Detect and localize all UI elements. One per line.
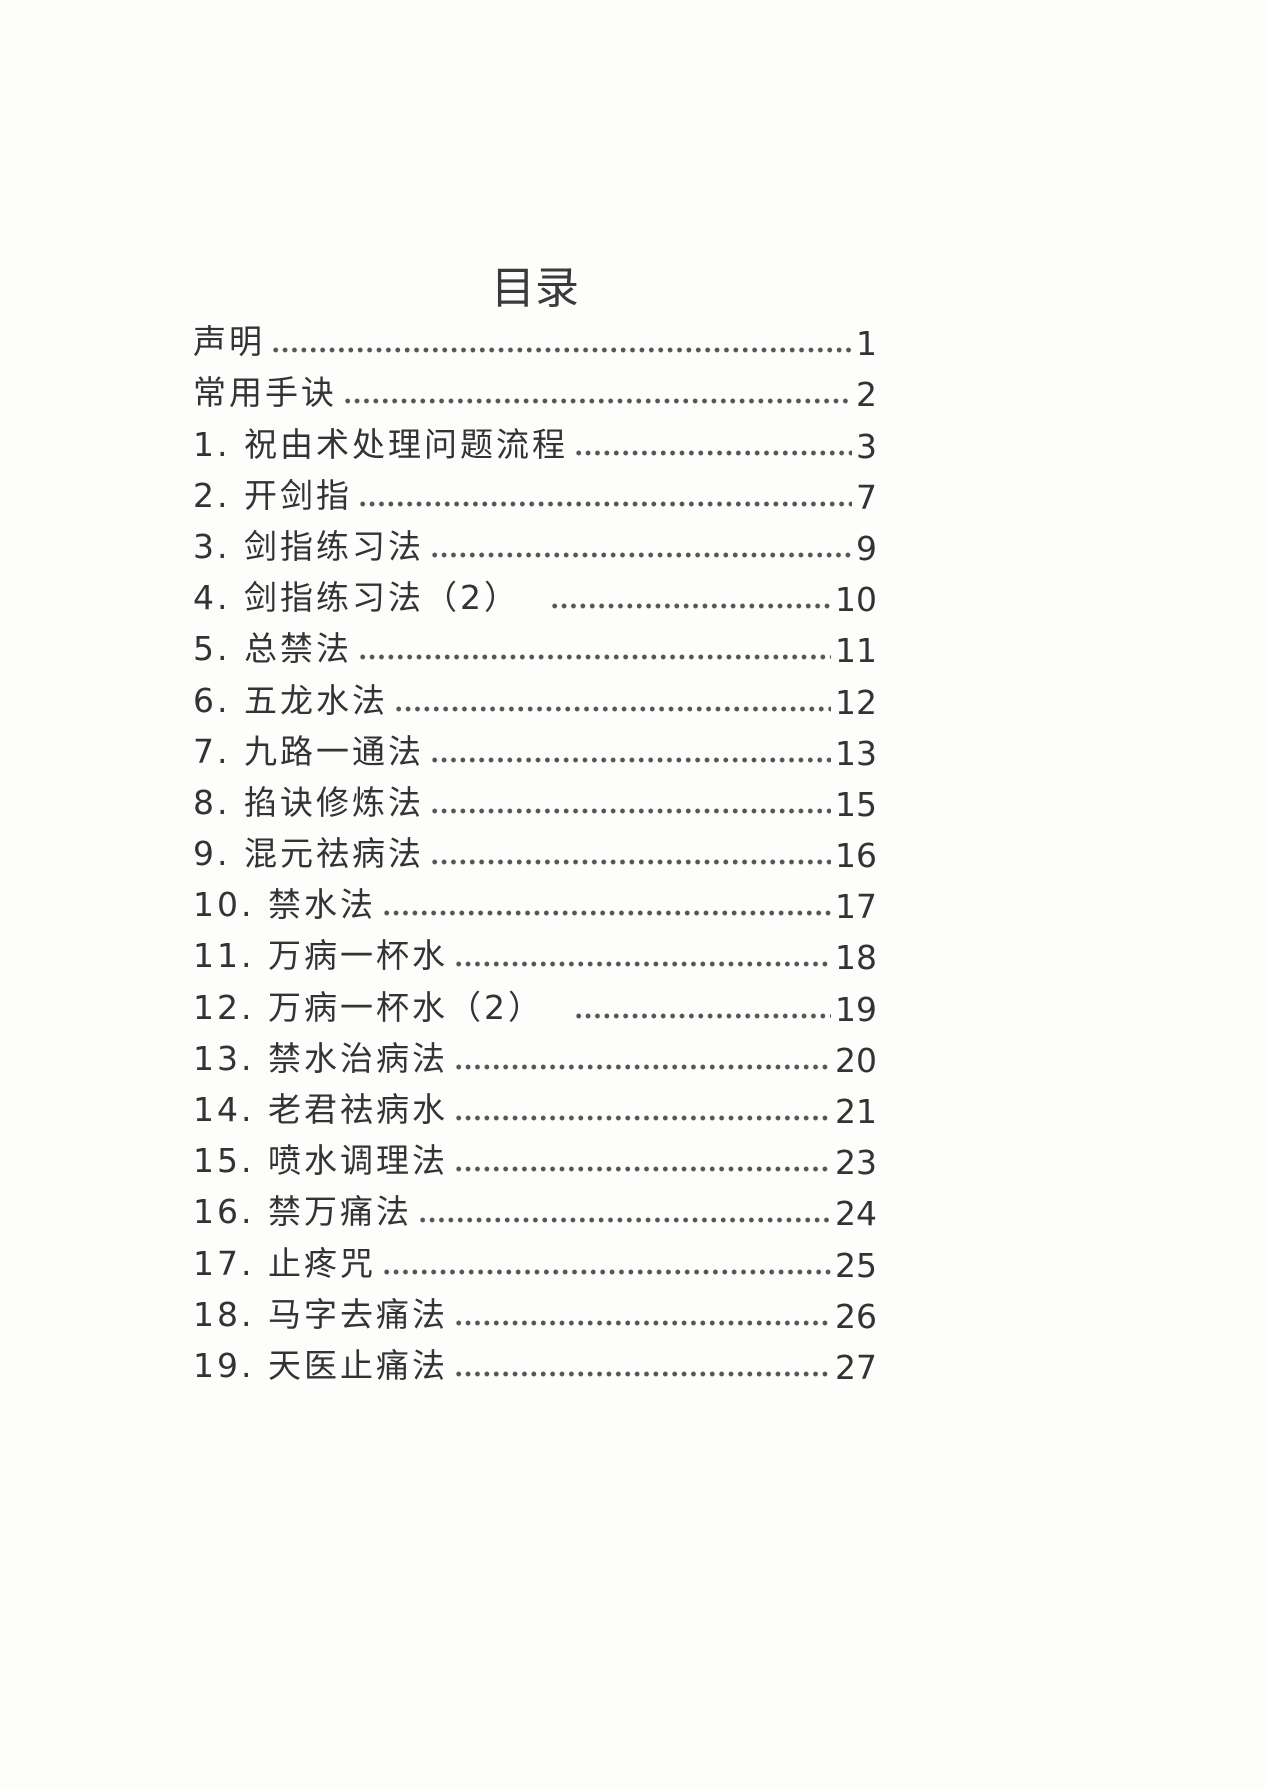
toc-entry: 6. 五龙水法 12 <box>193 670 877 722</box>
toc-entry-title: 10. 禁水法 <box>193 885 376 925</box>
toc-entry: 11. 万病一杯水 18 <box>193 926 877 977</box>
toc-entry-title: 9. 混元祛病法 <box>193 834 424 874</box>
toc-entry-page: 9 <box>856 528 877 568</box>
dot-leader <box>429 756 831 763</box>
toc-entry-page: 11 <box>835 631 877 671</box>
dot-leader <box>429 807 831 814</box>
toc-entry: 13. 禁水治病法 20 <box>193 1029 877 1080</box>
dot-leader <box>417 1217 831 1224</box>
dot-leader <box>343 398 852 405</box>
toc-entry-page: 23 <box>835 1143 877 1183</box>
dot-leader <box>549 603 831 610</box>
toc-entry: 10. 禁水法 17 <box>193 875 877 926</box>
toc-entry-title: 6. 五龙水法 <box>193 680 388 720</box>
toc-entry-page: 20 <box>835 1040 877 1080</box>
toc-entry: 1. 祝由术处理问题流程 3 <box>193 414 877 466</box>
toc-entry-page: 27 <box>835 1347 877 1387</box>
dot-leader <box>357 654 831 661</box>
toc-entry: 4. 剑指练习法（2） 10 <box>193 568 877 619</box>
toc-entry-page: 7 <box>856 477 877 517</box>
toc-entry-page: 2 <box>856 375 877 415</box>
toc-entry-title: 3. 剑指练习法 <box>193 526 424 566</box>
toc-entry-page: 3 <box>856 426 877 466</box>
toc-entry-title: 17. 止疼咒 <box>193 1243 376 1283</box>
toc-entry-page: 16 <box>835 836 877 876</box>
dot-leader <box>453 961 831 968</box>
toc-entry-page: 19 <box>835 989 877 1029</box>
dot-leader <box>453 1370 831 1377</box>
toc-entry-title: 4. 剑指练习法（2） <box>193 578 520 618</box>
toc-entry-title: 15. 喷水调理法 <box>193 1141 448 1181</box>
toc-entry-title: 13. 禁水治病法 <box>193 1038 448 1078</box>
dot-leader <box>573 1012 831 1019</box>
dot-leader <box>381 910 831 917</box>
toc-entry: 声明 1 <box>193 312 877 363</box>
dot-leader <box>573 449 852 456</box>
toc-entry-title: 1. 祝由术处理问题流程 <box>193 424 568 464</box>
toc-entry: 14. 老君祛病水 21 <box>193 1080 877 1131</box>
toc-entry-title: 14. 老君祛病水 <box>193 1090 448 1129</box>
toc-entry-page: 25 <box>835 1245 877 1285</box>
dot-leader <box>453 1063 831 1070</box>
dot-leader <box>381 1268 831 1275</box>
toc-entry-title: 常用手诀 <box>193 373 337 413</box>
toc-entry: 17. 止疼咒 25 <box>193 1233 877 1285</box>
toc-entry: 3. 剑指练习法 9 <box>193 517 877 568</box>
toc-entry-page: 18 <box>835 938 877 978</box>
toc-entry-page: 26 <box>835 1296 877 1336</box>
toc-entry: 8. 掐诀修炼法 15 <box>193 773 877 824</box>
toc-entry: 9. 混元祛病法 16 <box>193 824 877 875</box>
toc-entry: 2. 开剑指 7 <box>193 466 877 517</box>
toc-entry-title: 11. 万病一杯水 <box>193 936 448 976</box>
dot-leader <box>429 551 852 558</box>
page-title: 目录 <box>491 263 579 314</box>
toc-entry-page: 17 <box>835 887 877 927</box>
dot-leader <box>271 347 852 354</box>
toc-entry: 12. 万病一杯水（2） 19 <box>193 977 877 1029</box>
toc-entry-title: 7. 九路一通法 <box>193 731 424 771</box>
toc-entry-title: 5. 总禁法 <box>193 629 352 669</box>
toc-entry: 16. 禁万痛法 24 <box>193 1182 877 1233</box>
dot-leader <box>453 1115 831 1121</box>
toc-entry-page: 10 <box>835 580 877 620</box>
toc-entry: 常用手诀 2 <box>193 363 877 414</box>
dot-leader <box>429 859 831 866</box>
table-of-contents: 声明 1 常用手诀 2 1. 祝由术处理问题流程 3 2. 开剑指 7 3. 剑指练习法 9 4. … <box>193 312 877 1387</box>
toc-entry-title: 18. 马字去痛法 <box>193 1294 448 1334</box>
toc-entry: 7. 九路一通法 13 <box>193 722 877 773</box>
toc-entry-title: 8. 掐诀修炼法 <box>193 782 424 822</box>
toc-entry-title: 2. 开剑指 <box>193 475 352 515</box>
toc-entry: 15. 喷水调理法 23 <box>193 1131 877 1182</box>
toc-entry-page: 1 <box>856 324 877 364</box>
dot-leader <box>453 1166 831 1173</box>
toc-entry-title: 12. 万病一杯水（2） <box>193 987 544 1027</box>
toc-entry-title: 声明 <box>193 322 265 362</box>
toc-entry-page: 15 <box>835 784 877 824</box>
toc-entry-title: 16. 禁万痛法 <box>193 1192 412 1232</box>
dot-leader <box>393 705 831 712</box>
toc-entry: 18. 马字去痛法 26 <box>193 1285 877 1336</box>
toc-entry-page: 12 <box>835 682 877 722</box>
toc-entry-page: 21 <box>835 1092 877 1131</box>
dot-leader <box>357 500 852 507</box>
toc-entry: 5. 总禁法 11 <box>193 619 877 670</box>
dot-leader <box>453 1319 831 1326</box>
toc-entry-page: 13 <box>835 733 877 773</box>
toc-entry-page: 24 <box>835 1194 877 1234</box>
toc-entry: 19. 天医止痛法 27 <box>193 1336 877 1387</box>
toc-entry-title: 19. 天医止痛法 <box>193 1345 448 1385</box>
